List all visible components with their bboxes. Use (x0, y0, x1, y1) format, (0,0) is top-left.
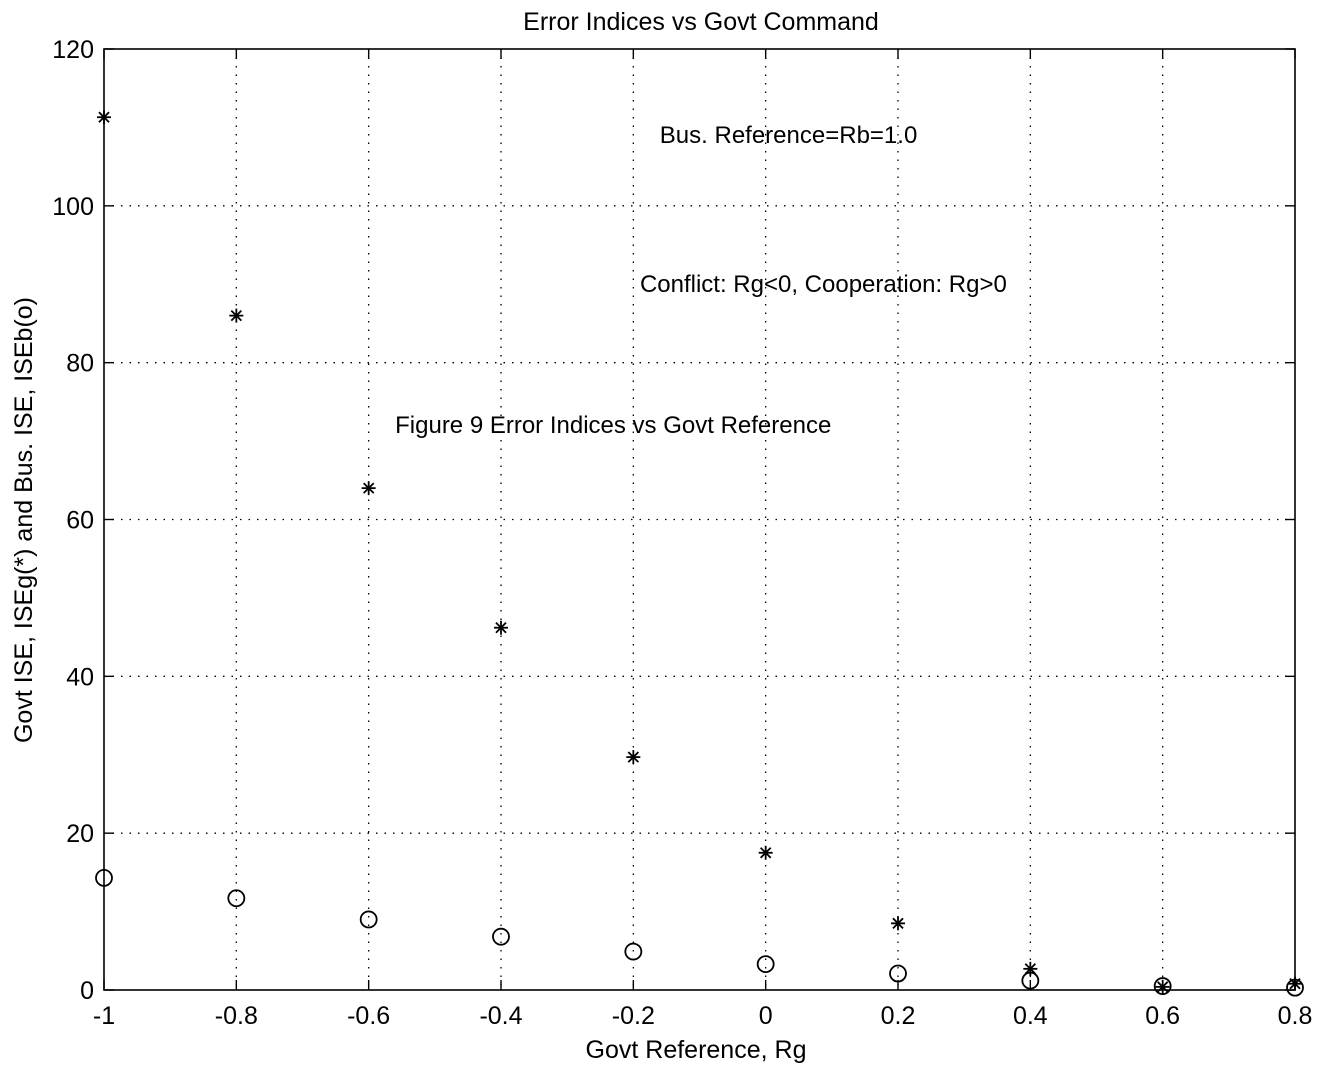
y-axis-title: Govt ISE, ISEg(*) and Bus. ISE, ISEb(o) (10, 297, 38, 743)
x-tick-label: -0.8 (215, 1002, 258, 1030)
x-tick-label: 0.4 (1013, 1002, 1048, 1030)
asterisk-point (758, 845, 773, 860)
text-layer: Error Indices vs Govt Command Govt Refer… (10, 8, 1007, 1064)
asterisk-point (1023, 961, 1038, 976)
circle-point (227, 889, 246, 908)
ticks-layer: -1 -0.8 -0.6 -0.4 -0.2 0 0.2 0.4 0.6 0.8 0 20 40 60 80… (52, 36, 1312, 1030)
y-tick-label: 40 (66, 663, 94, 691)
chart-annotation: Conflict: Rg<0, Cooperation: Rg>0 (640, 271, 1007, 298)
asterisk-point (626, 750, 641, 765)
y-tick-label: 60 (66, 507, 94, 535)
circle-point (492, 927, 510, 946)
y-tick-label: 20 (66, 820, 94, 848)
x-tick-label: -0.4 (479, 1002, 522, 1030)
x-tick-label: -0.6 (347, 1002, 390, 1030)
circle-point (889, 964, 907, 983)
marks-layer (95, 110, 1304, 997)
x-tick-label: 0.8 (1278, 1002, 1313, 1030)
asterisk-point (229, 308, 244, 323)
x-tick-label: 0.6 (1145, 1002, 1180, 1030)
circle-point (359, 910, 378, 929)
x-tick-label: -0.2 (612, 1002, 655, 1030)
circle-point (95, 868, 113, 887)
circle-point (1153, 977, 1172, 995)
chart-annotation: Figure 9 Error Indices vs Govt Reference (395, 412, 831, 439)
y-tick-label: 120 (52, 36, 94, 64)
chart-annotation: Bus. Reference=Rb=1.0 (660, 122, 918, 149)
asterisk-point (361, 481, 376, 496)
asterisk-point (1155, 979, 1170, 994)
chart-title: Error Indices vs Govt Command (523, 8, 879, 36)
y-tick-label: 100 (52, 193, 94, 221)
asterisk-point (494, 620, 508, 635)
circle-point (756, 955, 775, 974)
x-axis-title: Govt Reference, Rg (586, 1036, 807, 1064)
x-tick-label: 0.2 (881, 1002, 916, 1030)
y-tick-label: 80 (66, 350, 94, 378)
x-tick-label: 0 (759, 1002, 773, 1030)
asterisk-point (97, 110, 111, 125)
asterisk-point (891, 916, 905, 931)
x-tick-label: -1 (93, 1002, 115, 1030)
circle-point (1021, 971, 1040, 990)
y-tick-label: 0 (80, 977, 94, 1005)
circle-point (624, 942, 643, 961)
circle-point (1286, 978, 1304, 997)
grid-layer (104, 49, 1295, 990)
